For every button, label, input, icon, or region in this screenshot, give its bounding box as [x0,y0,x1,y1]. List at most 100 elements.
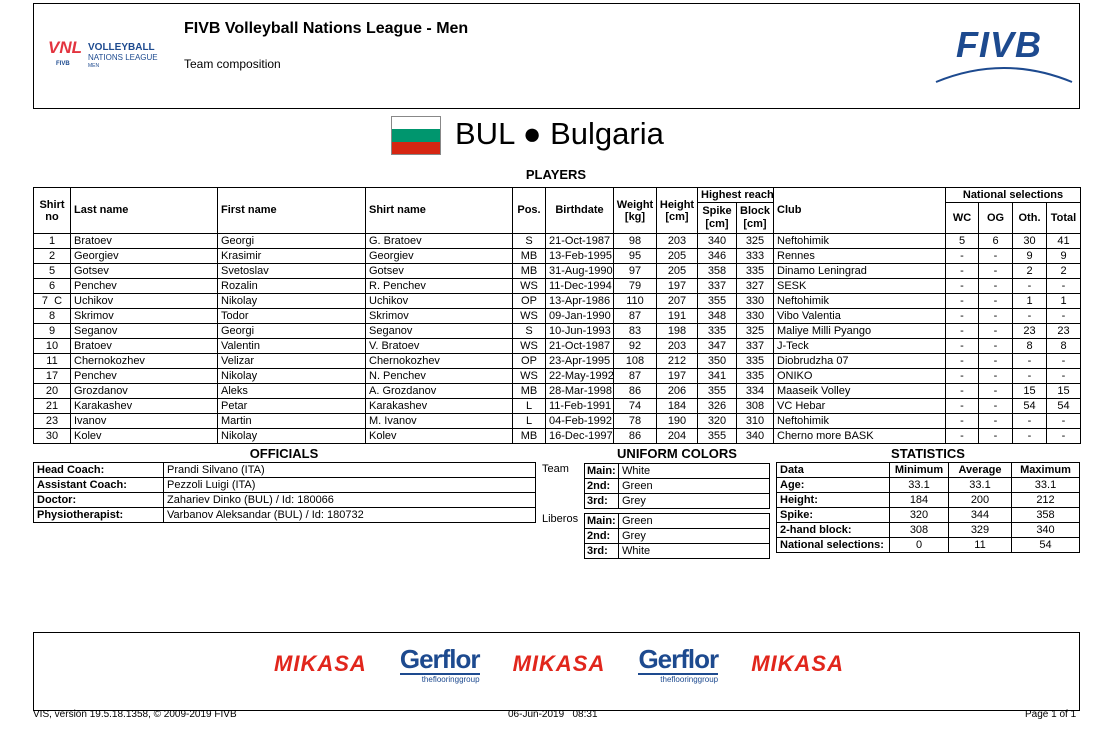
sponsor-name: MIKASA [512,651,606,676]
cell-last-name: Grozdanov [70,383,218,399]
cell-og: - [978,413,1013,429]
cell-shirt-no: 5 [33,263,71,279]
cell-club: Dinamo Leningrad [773,263,946,279]
cell-birthdate: 22-May-1992 [545,368,614,384]
uniform-color: White [618,463,770,479]
cell-shirt-name: Kolev [365,428,513,444]
bulgaria-flag [391,116,441,155]
cell-wc: - [945,413,979,429]
cell-shirt-no: 21 [33,398,71,414]
cell-og: - [978,383,1013,399]
cell-pos: S [512,323,546,339]
cell-height: 205 [656,248,698,264]
officials-table: Head Coach: Prandi Silvano (ITA) Assistant… [33,462,536,523]
cell-block: 334 [736,383,774,399]
stats-header-average: Average [948,462,1012,478]
cell-first-name: Aleks [217,383,366,399]
cell-pos: WS [512,278,546,294]
cell-shirt-no: 11 [33,353,71,369]
cell-pos: MB [512,428,546,444]
stat-max: 33.1 [1011,477,1080,493]
stat-min: 320 [889,507,949,523]
cell-og: - [978,293,1013,309]
cell-weight: 87 [613,308,657,324]
player-row: 6 Penchev Rozalin R. Penchev WS 11-Dec-1994 79… [33,278,1082,294]
cell-shirt-no: 7 C [33,293,71,309]
header-shirt-name: Shirt name [365,187,513,234]
uniform-slot: Main: [584,513,619,529]
cell-last-name: Penchev [70,368,218,384]
cell-total: 1 [1045,293,1082,309]
cell-wc: - [945,248,979,264]
cell-birthdate: 23-Apr-1995 [545,353,614,369]
cell-oth: - [1012,308,1047,324]
fivb-swoosh-icon [935,67,1073,83]
player-row: 8 Skrimov Todor Skrimov WS 09-Jan-1990 87 191 34… [33,308,1082,324]
stat-avg: 329 [948,522,1012,538]
cell-block: 327 [736,278,774,294]
cell-shirt-name: Uchikov [365,293,513,309]
cell-oth: - [1012,368,1047,384]
cell-og: - [978,278,1013,294]
player-row: 17 Penchev Nikolay N. Penchev WS 22-May-1992 8… [33,368,1082,384]
cell-shirt-name: G. Bratoev [365,233,513,249]
official-row: Assistant Coach: Pezzoli Luigi (ITA) [33,477,536,493]
cell-block: 330 [736,293,774,309]
cell-shirt-name: Georgiev [365,248,513,264]
cell-shirt-name: M. Ivanov [365,413,513,429]
cell-total: 54 [1045,398,1082,414]
cell-wc: - [945,263,979,279]
cell-height: 197 [656,278,698,294]
cell-total: - [1045,308,1082,324]
header-spike: Spike [cm] [697,202,737,234]
cell-club: J-Teck [773,338,946,354]
cell-birthdate: 09-Jan-1990 [545,308,614,324]
cell-spike: 355 [697,428,737,444]
cell-pos: MB [512,248,546,264]
official-role: Physiotherapist: [33,507,164,523]
cell-total: - [1045,413,1082,429]
sponsor-tagline: theflooringgroup [660,675,719,684]
cell-oth: - [1012,413,1047,429]
cell-wc: - [945,293,979,309]
cell-last-name: Kolev [70,428,218,444]
cell-first-name: Georgi [217,233,366,249]
cell-birthdate: 13-Feb-1995 [545,248,614,264]
header-highest-reach: Highest reach [697,187,774,203]
cell-club: ONIKO [773,368,946,384]
cell-pos: WS [512,368,546,384]
header-wc: WC [945,202,979,234]
cell-spike: 340 [697,233,737,249]
cell-wc: - [945,308,979,324]
cell-weight: 98 [613,233,657,249]
cell-weight: 79 [613,278,657,294]
cell-block: 325 [736,233,774,249]
cell-spike: 326 [697,398,737,414]
cell-last-name: Skrimov [70,308,218,324]
cell-height: 197 [656,368,698,384]
cell-pos: MB [512,383,546,399]
cell-block: 335 [736,368,774,384]
sponsor-tagline: theflooringgroup [421,675,480,684]
cell-height: 198 [656,323,698,339]
cell-birthdate: 13-Apr-1986 [545,293,614,309]
cell-block: 310 [736,413,774,429]
cell-weight: 110 [613,293,657,309]
cell-last-name: Chernokozhev [70,353,218,369]
stat-avg: 33.1 [948,477,1012,493]
cell-wc: - [945,353,979,369]
statistics-heading: STATISTICS [891,446,965,461]
cell-weight: 78 [613,413,657,429]
uniform-team-label: Team [542,463,569,475]
cell-total: 15 [1045,383,1082,399]
statistics-table: Data Minimum Average Maximum Age: 33.1 33.… [776,462,1080,553]
uniform-color: Green [618,513,770,529]
cell-height: 184 [656,398,698,414]
stat-avg: 200 [948,492,1012,508]
cell-oth: 15 [1012,383,1047,399]
player-row: 1 Bratoev Georgi G. Bratoev S 21-Oct-1987 98 20… [33,233,1082,249]
cell-pos: WS [512,308,546,324]
cell-last-name: Bratoev [70,338,218,354]
cell-shirt-no: 20 [33,383,71,399]
cell-og: - [978,338,1013,354]
